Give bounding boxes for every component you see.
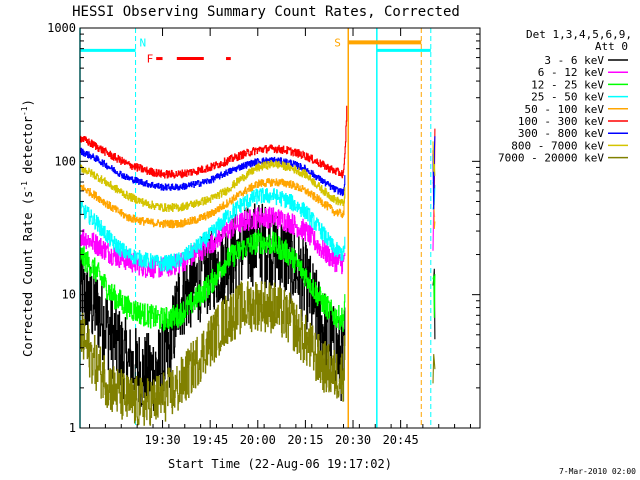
legend-entry-5: 100 - 300 keV [518,115,604,128]
x-tick-label-4: 20:30 [335,433,371,447]
y-axis-label-end: ) [21,99,35,106]
chart-title: HESSI Observing Summary Count Rates, Cor… [72,4,460,20]
flag-bars: NF S [80,36,431,66]
legend-entry-4: 50 - 100 keV [525,103,605,116]
legend-header-1: Det 1,3,4,5,6,9, [526,28,632,41]
y-tick-label-2: 100 [54,154,76,168]
series-line-6 [79,147,346,197]
y-tick-label-3: 1000 [47,21,76,35]
legend-entry-1: 6 - 12 keV [538,66,605,79]
series-line-0 [79,203,346,414]
y-axis-label: Corrected Count Rate (s-1 detector-1) [20,99,35,357]
legend-entry-0: 3 - 6 keV [544,54,604,67]
series-line-5 [79,105,348,179]
x-tick-label-3: 20:15 [287,433,323,447]
legend-entry-6: 300 - 800 keV [518,127,604,140]
legend-entry-8: 7000 - 20000 keV [498,152,604,165]
series-tail-8 [432,354,436,384]
y-tick-label-1: 10 [62,288,76,302]
flag-label-night: N [140,36,147,49]
series-tail-6 [432,136,436,210]
x-axis-label: Start Time (22-Aug-06 19:17:02) [168,457,392,471]
x-tick-label-2: 20:00 [240,433,276,447]
series-tail-7 [432,141,436,176]
y-axis-label-main: Corrected Count Rate (s [21,191,35,357]
series-line-4 [79,178,346,229]
y-axis-label-sup1: -1 [20,181,29,191]
series-line-3 [79,187,346,272]
x-tick-label-1: 19:45 [192,433,228,447]
legend-entry-3: 25 - 50 keV [531,91,604,104]
y-axis-label-sup2: -1 [20,106,29,116]
series-line-1 [79,206,346,279]
legend-header-2: Att 0 [595,40,628,53]
flag-label-saa: S [334,36,341,49]
series-lines [79,105,436,426]
series-line-7 [79,160,346,213]
axis-ticks: 19:30 19:45 20:00 20:15 20:30 20:45 1 10 100 1000 [47,21,480,447]
y-axis-label-mid: detector [21,116,35,181]
x-tick-label-0: 19:30 [144,433,180,447]
legend-entry-2: 12 - 25 keV [531,78,604,91]
legend-entry-7: 800 - 7000 keV [511,139,604,152]
y-tick-label-0: 1 [69,421,76,435]
flag-label-flare: F [147,53,154,66]
x-tick-label-5: 20:45 [383,433,419,447]
series-line-2 [79,229,346,332]
series-tail-2 [432,274,436,318]
series-line-8 [79,281,346,426]
footer-timestamp: 7-Mar-2010 02:00 [559,467,636,476]
